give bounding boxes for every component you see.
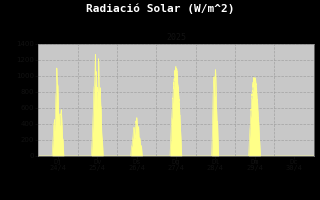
Text: Radiació Solar (W/m^2): Radiació Solar (W/m^2) [86,4,234,14]
Text: 2025: 2025 [166,33,186,42]
